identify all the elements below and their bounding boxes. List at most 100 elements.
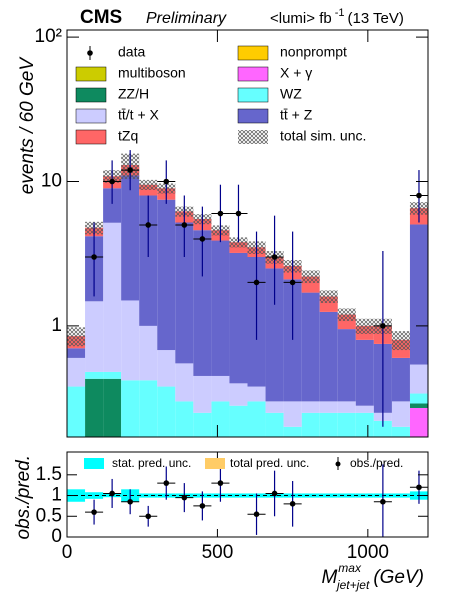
stack-bar: [157, 386, 176, 437]
stack-bar: [175, 363, 194, 402]
lumi-label: <lumi> fb -1 (13 TeV): [270, 7, 404, 27]
stack-bar: [391, 426, 410, 437]
stack-bar: [139, 184, 158, 196]
stack-bar: [229, 242, 248, 253]
x-unit: (GeV): [373, 567, 424, 588]
sim-unc-band: [67, 327, 86, 347]
stack-bar: [391, 401, 410, 427]
lumi: <lumi> fb: [270, 10, 332, 27]
data-point: [253, 279, 260, 286]
stack-bar: [284, 546, 302, 571]
legend-label: total sim. unc.: [280, 128, 366, 144]
sim-unc-band: [319, 290, 338, 304]
stack-bar: [337, 401, 356, 413]
stack-bar: [409, 403, 428, 408]
data-point: [289, 279, 296, 286]
stack-bar: [85, 546, 103, 571]
legend-label: obs./pred.: [350, 456, 403, 470]
ratio-point: [289, 501, 296, 507]
ratio-plot: [67, 464, 428, 537]
ratio-point: [271, 490, 278, 497]
stack-bar: [139, 380, 158, 437]
stack-bar: [103, 378, 122, 437]
stack-bar: [211, 375, 230, 402]
stack-bar: [409, 224, 428, 365]
data-point: [127, 167, 133, 173]
ratio-y-tick-label: 0.5: [36, 505, 62, 526]
legend-swatch: [84, 458, 104, 469]
stack-bar: [139, 325, 158, 381]
stack-bar: [67, 386, 86, 437]
stack-bar: [337, 329, 356, 402]
stack-bar: [67, 357, 86, 387]
stack-bar: [175, 514, 193, 546]
ratio-point: [217, 480, 224, 486]
ratio-point: [416, 484, 422, 491]
stack-bar: [103, 571, 121, 600]
data-point: [271, 254, 278, 260]
legend-label: nonprompt: [280, 44, 347, 60]
legend-swatch: [75, 129, 107, 145]
stack-bar: [247, 401, 266, 437]
sim-unc-band: [139, 179, 158, 190]
ratio-y-tick-label: 0: [51, 526, 62, 547]
ratio-frame: [66, 451, 429, 538]
legend-label: multiboson: [118, 65, 186, 81]
legend-swatch: [75, 66, 107, 82]
ratio-point: [181, 494, 188, 501]
y-axis-title: events / 60 GeV: [17, 56, 38, 195]
stack-bar: [121, 175, 140, 301]
legend-swatch: [75, 87, 107, 103]
stack-bar: [175, 222, 194, 364]
stack-bar: [175, 401, 194, 437]
stack-bar: [301, 401, 320, 413]
stack-bar: [356, 514, 374, 546]
stack-bar: [175, 571, 193, 600]
stack-bar: [67, 571, 85, 600]
sim-unc-band: [301, 270, 320, 284]
lumi-exponent: -1: [335, 7, 345, 19]
sim-unc-band: [355, 318, 374, 334]
stack-bar: [211, 514, 229, 546]
legend-swatch: [237, 45, 269, 61]
stack-bar: [409, 407, 428, 437]
status-label: Preliminary: [146, 10, 227, 27]
stack-bar: [211, 240, 230, 376]
stack-bar: [103, 371, 122, 379]
stack-bar: [229, 405, 248, 437]
y-tick-label: 10: [41, 171, 62, 192]
ratio-point: [199, 503, 206, 509]
stack-bar: [266, 571, 284, 600]
stack-bar: [139, 571, 157, 600]
stack-bar: [302, 514, 320, 546]
stack-bar: [409, 364, 428, 394]
stack-bar: [85, 371, 104, 379]
data-point: [163, 178, 170, 185]
stack-bar: [355, 339, 374, 406]
stack-bar: [373, 420, 392, 437]
legend-swatch: [237, 87, 269, 103]
stack-bar: [211, 571, 229, 600]
legend-swatch: [237, 108, 269, 124]
stack-bar: [229, 514, 247, 546]
stack-bar: [302, 546, 320, 571]
stack-bar: [193, 412, 212, 437]
stack-bar: [157, 514, 175, 546]
stack-bar: [266, 514, 284, 546]
ratio-point: [380, 498, 386, 505]
stack-bar: [157, 199, 176, 351]
legend-label: total pred. unc.: [230, 456, 309, 470]
stack-bar: [265, 412, 284, 437]
stat-unc-band: [139, 493, 158, 498]
stack-bar: [139, 546, 157, 571]
legend-label: tZq: [118, 128, 138, 144]
legend-label: X + γ: [280, 65, 312, 81]
stack-bar: [121, 571, 139, 600]
stack-bar: [139, 195, 158, 326]
stat-unc-band: [85, 492, 104, 499]
sim-unc-band: [391, 331, 410, 351]
stack-bar: [121, 546, 139, 571]
stack-bar: [320, 514, 338, 546]
